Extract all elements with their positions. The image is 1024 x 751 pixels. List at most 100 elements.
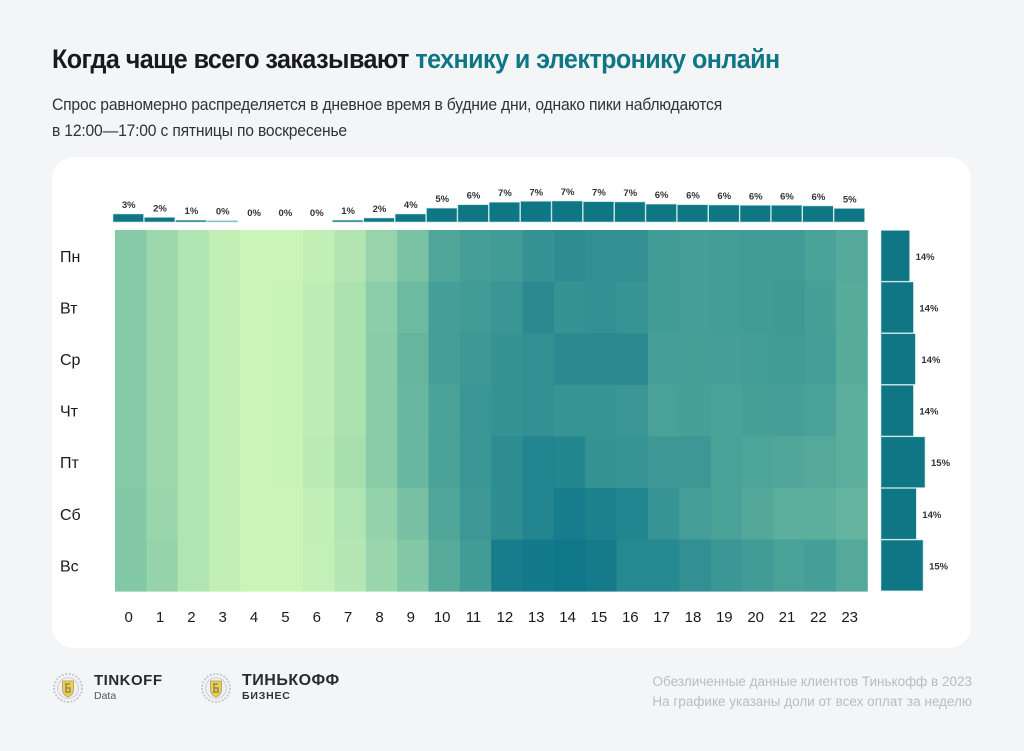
heatmap-cell (585, 333, 617, 386)
heatmap-cell (742, 230, 774, 282)
heatmap-cell (742, 539, 774, 592)
heatmap-cell (397, 281, 429, 334)
heatmap-cell (836, 488, 868, 540)
heatmap-cell (742, 384, 774, 437)
heatmap-cell (553, 436, 586, 489)
heatmap-cell (679, 384, 712, 437)
hour-share-bar (614, 201, 646, 223)
day-share-bar (880, 230, 910, 282)
heatmap-cell (428, 539, 461, 592)
heatmap-cell (553, 488, 586, 540)
heatmap-cell (209, 488, 241, 540)
hour-label: 9 (407, 609, 415, 626)
heatmap-cell (146, 230, 179, 282)
heatmap-cell (365, 384, 398, 437)
heatmap-cell (303, 436, 335, 489)
heatmap-cell (553, 539, 586, 592)
heatmap-cell (710, 488, 743, 540)
heatmap-cell (115, 384, 147, 437)
heatmap-cell (773, 436, 806, 489)
heatmap-cell (679, 436, 712, 489)
heatmap-cell (679, 539, 712, 592)
day-label: Сб (60, 507, 81, 524)
tinkoff-business-logo: ТИНЬКОФФ БИЗНЕС (200, 672, 340, 704)
heatmap-cell (553, 230, 586, 282)
heatmap-cell (804, 384, 837, 437)
heatmap-cell (240, 488, 273, 540)
heatmap-cell (491, 281, 523, 334)
heatmap-cell (428, 436, 461, 489)
hour-share-bar (582, 201, 615, 223)
hour-label: 4 (250, 609, 258, 626)
hour-share-label: 7% (561, 187, 575, 198)
heatmap-cell (836, 384, 868, 437)
heatmap-cell (115, 488, 147, 540)
heatmap-cell (836, 436, 868, 489)
hour-share-bar (708, 204, 740, 223)
hour-share-label: 7% (498, 188, 512, 199)
hour-share-bar (676, 204, 709, 223)
heatmap-cell (365, 333, 398, 386)
day-axis-labels: Пн Вт Ср Чт Пт Сб Вс (60, 249, 81, 576)
hour-share-bar (112, 213, 144, 223)
heatmap-cell (428, 384, 461, 437)
heatmap-cell (209, 333, 241, 386)
heatmap-cell (271, 436, 304, 489)
logo1-sub: Data (94, 690, 117, 702)
heatmap-cell (303, 539, 335, 592)
heatmap-cell (240, 333, 273, 386)
hour-share-bar (394, 213, 426, 223)
day-share-bar (880, 333, 916, 385)
heatmap-cell (585, 488, 617, 540)
hour-share-label: 2% (373, 204, 387, 215)
tinkoff-data-logo: TINKOFF Data (52, 672, 163, 704)
hour-share-label: 6% (655, 190, 669, 201)
page-title: Когда чаще всего заказывают технику и эл… (52, 44, 780, 75)
day-share-bar (880, 488, 917, 540)
hour-label: 2 (187, 609, 195, 626)
page-subtitle: Спрос равномерно распределяется в дневно… (52, 92, 831, 144)
hour-share-label: 7% (529, 187, 543, 198)
hour-share-bar (332, 219, 364, 223)
day-share-label: 14% (919, 407, 939, 418)
heatmap-cell (177, 488, 210, 540)
hour-label: 19 (716, 609, 733, 626)
day-share-label: 14% (919, 303, 939, 314)
title-main: Когда чаще всего заказывают (52, 44, 416, 74)
footnote: Обезличенные данные клиентов Тинькофф в … (652, 672, 972, 712)
hour-label: 6 (313, 609, 321, 626)
hour-share-label: 6% (780, 191, 794, 202)
heatmap-cell (334, 230, 367, 282)
heatmap-cell (459, 230, 492, 282)
heatmap-cell (271, 488, 304, 540)
heatmap-cell (334, 384, 367, 437)
hour-share-label: 0% (279, 208, 293, 219)
tinkoff-emblem-icon (53, 673, 83, 703)
hour-label: 20 (747, 609, 764, 626)
heatmap-cell (271, 281, 304, 334)
hour-share-bar (426, 207, 458, 223)
heatmap-cell (240, 230, 273, 282)
heatmap-cell (773, 333, 806, 386)
heatmap-cell (773, 281, 806, 334)
heatmap-cell (742, 488, 774, 540)
heatmap-cell (459, 333, 492, 386)
day-label: Вс (60, 558, 79, 575)
hour-share-label: 6% (812, 192, 826, 203)
heatmap-cell (585, 384, 617, 437)
heatmap-cell (303, 384, 335, 437)
heatmap-cell (585, 281, 617, 334)
heatmap-cell (522, 281, 555, 334)
heatmap-cell (397, 488, 429, 540)
heatmap-cell (146, 539, 179, 592)
heatmap-cell (177, 384, 210, 437)
heatmap-cell (146, 436, 179, 489)
heatmap-cell (616, 539, 649, 592)
day-share-label: 14% (922, 510, 942, 521)
heatmap-cell (804, 333, 837, 386)
heatmap-cell (177, 539, 210, 592)
heatmap-cell (836, 230, 868, 282)
heatmap-cell (459, 436, 492, 489)
heatmap-cell (679, 281, 712, 334)
